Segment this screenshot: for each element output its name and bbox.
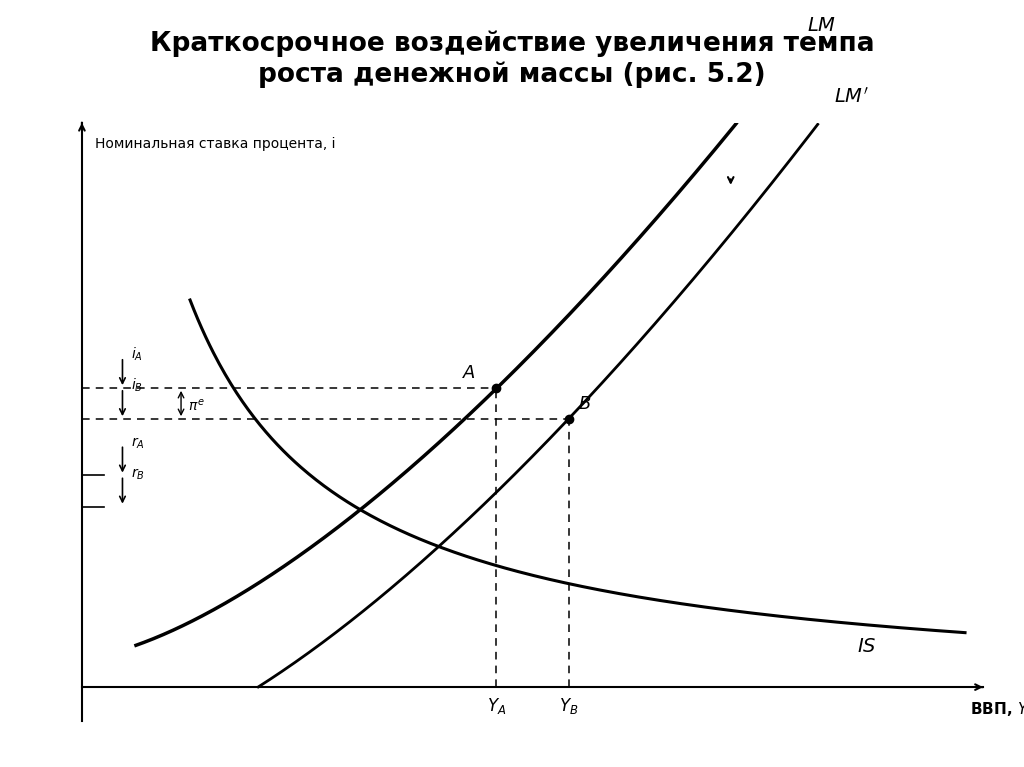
Text: Номинальная ставка процента, i: Номинальная ставка процента, i bbox=[95, 137, 336, 151]
Text: $LM'$: $LM'$ bbox=[835, 87, 869, 107]
Text: ВВП, $Y$: ВВП, $Y$ bbox=[970, 700, 1024, 718]
Text: $i_A$: $i_A$ bbox=[131, 346, 143, 363]
Text: $B$: $B$ bbox=[578, 395, 591, 413]
Text: $r_A$: $r_A$ bbox=[131, 435, 145, 450]
Text: $Y_B$: $Y_B$ bbox=[559, 696, 579, 716]
Text: $i_B$: $i_B$ bbox=[131, 377, 143, 394]
Text: $Y_A$: $Y_A$ bbox=[486, 696, 506, 716]
Text: $\pi^e$: $\pi^e$ bbox=[188, 397, 205, 413]
Text: $IS$: $IS$ bbox=[857, 637, 877, 657]
Text: $LM$: $LM$ bbox=[807, 16, 837, 35]
Text: Краткосрочное воздействие увеличения темпа
роста денежной массы (рис. 5.2): Краткосрочное воздействие увеличения тем… bbox=[150, 31, 874, 87]
Text: $r_B$: $r_B$ bbox=[131, 466, 145, 482]
Text: $A$: $A$ bbox=[462, 364, 476, 382]
